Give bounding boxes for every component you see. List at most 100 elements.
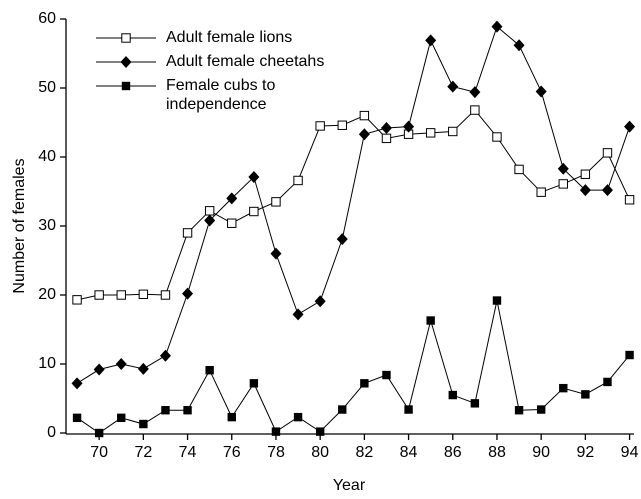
marker	[625, 350, 634, 360]
marker	[404, 405, 413, 414]
marker	[359, 110, 370, 121]
marker	[470, 105, 480, 115]
marker	[115, 358, 127, 370]
marker	[358, 128, 370, 141]
legend-marker	[121, 33, 131, 43]
marker	[448, 390, 457, 400]
marker	[425, 34, 437, 47]
legend-label: Adult female cheetahs	[166, 53, 325, 70]
marker	[183, 406, 192, 415]
marker	[137, 362, 149, 375]
x-tick-label: 88	[488, 444, 506, 461]
marker	[624, 195, 635, 205]
marker	[227, 412, 236, 422]
marker	[382, 370, 391, 380]
marker	[469, 86, 481, 99]
marker	[360, 379, 369, 388]
marker	[603, 377, 612, 387]
marker	[271, 197, 281, 207]
legend-marker	[121, 81, 131, 91]
series-line	[76, 300, 630, 434]
marker	[159, 349, 171, 362]
marker	[315, 427, 325, 436]
marker	[248, 171, 260, 184]
x-tick-label: 72	[134, 444, 152, 461]
x-tick-label: 86	[444, 444, 462, 461]
marker	[514, 164, 524, 175]
marker	[558, 179, 568, 189]
marker	[138, 289, 149, 300]
marker	[601, 184, 613, 197]
marker	[293, 175, 303, 186]
marker	[381, 133, 392, 144]
marker	[182, 287, 194, 300]
marker	[71, 377, 83, 390]
marker	[336, 233, 348, 246]
marker	[94, 428, 104, 438]
marker	[94, 290, 104, 300]
legend-label: Female cubs to independence	[166, 77, 276, 113]
marker	[315, 121, 325, 131]
marker	[470, 399, 480, 408]
y-tick-label: 60	[38, 10, 56, 27]
x-tick-label: 82	[355, 444, 373, 461]
x-tick-label: 84	[400, 444, 418, 461]
x-axis-label: Year	[333, 477, 366, 494]
marker	[448, 126, 458, 137]
marker	[204, 214, 216, 227]
marker	[557, 162, 569, 175]
marker	[403, 120, 415, 133]
marker	[161, 406, 170, 415]
marker	[72, 295, 82, 305]
marker	[117, 413, 126, 423]
marker	[292, 308, 304, 321]
marker	[314, 295, 326, 308]
marker	[491, 20, 503, 33]
marker	[426, 316, 435, 325]
y-tick-label: 30	[38, 217, 56, 234]
marker	[160, 290, 171, 300]
marker	[447, 80, 459, 93]
marker	[205, 366, 214, 375]
legend-marker	[120, 56, 132, 68]
marker	[492, 132, 502, 142]
marker	[536, 187, 546, 197]
marker	[72, 413, 82, 423]
marker	[338, 405, 347, 414]
x-tick-label: 80	[311, 444, 329, 461]
marker	[182, 228, 193, 238]
x-tick-label: 78	[267, 444, 285, 461]
marker	[535, 85, 547, 98]
marker	[624, 120, 636, 133]
marker	[337, 120, 347, 130]
y-tick-label: 10	[38, 355, 56, 372]
marker	[380, 122, 392, 135]
x-tick-label: 94	[621, 444, 639, 461]
marker	[204, 206, 215, 216]
marker	[293, 412, 303, 422]
x-tick-label: 70	[90, 444, 108, 461]
marker	[271, 427, 281, 436]
x-tick-label: 90	[532, 444, 550, 461]
marker	[226, 192, 238, 205]
x-tick-label: 76	[223, 444, 241, 461]
y-tick-label: 0	[47, 424, 56, 441]
marker	[249, 206, 259, 217]
x-tick-label: 92	[576, 444, 594, 461]
marker	[116, 290, 126, 300]
series-line	[76, 25, 631, 384]
marker	[93, 363, 105, 376]
marker	[559, 383, 568, 393]
marker	[580, 169, 591, 179]
marker	[270, 247, 282, 260]
y-axis-label: Number of females	[11, 158, 28, 293]
marker	[492, 296, 502, 305]
legend-label: Adult female lions	[166, 29, 293, 46]
y-tick-label: 20	[38, 286, 56, 303]
marker	[536, 405, 546, 414]
marker	[514, 406, 524, 415]
marker	[425, 128, 436, 138]
x-tick-label: 74	[179, 444, 197, 461]
